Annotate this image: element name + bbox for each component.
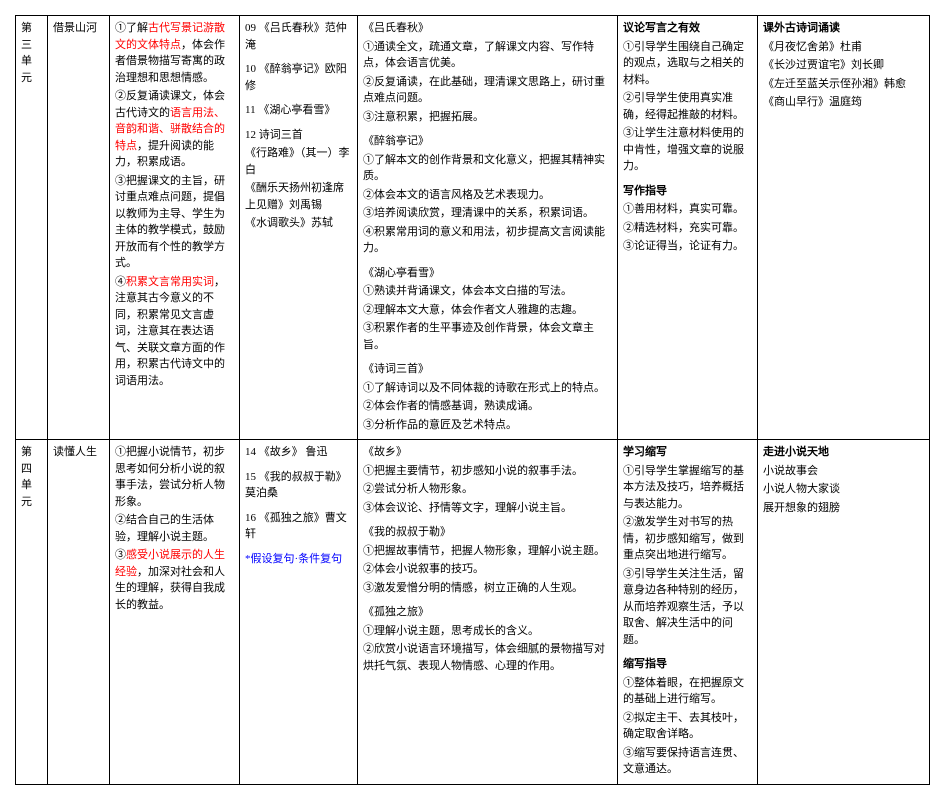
text-item: 15 《我的叔叔于勒》莫泊桑 — [245, 469, 352, 502]
ext-item: 《月夜忆舍弟》杜甫 — [763, 39, 924, 56]
text-item: 16 《孤独之旅》曹文轩 — [245, 510, 352, 543]
obj-text: ，注意其古今意义的不同，积累常见文言虚词，注意其在表达语气、关联文章方面的作用，… — [115, 276, 225, 387]
focus-item: ①了解诗词以及不同体裁的诗歌在形式上的特点。 — [363, 380, 612, 397]
focus-item: ④积累常用词的意义和用法，初步提高文言阅读能力。 — [363, 224, 612, 257]
focus-item: ②欣赏小说语言环境描写，体会细腻的景物描写对烘托气氛、表现人物情感、心理的作用。 — [363, 641, 612, 674]
obj-text: ③把握课文的主旨，研讨重点难点问题，提倡以教师为主导、学生为主体的教学模式，鼓励… — [115, 173, 234, 272]
focus-title: 《我的叔叔于勒》 — [363, 524, 612, 541]
focus-cell: 《吕氏春秋》 ①通读全文，疏通文章，了解课文内容、写作特点，体会语言优美。 ②反… — [358, 16, 618, 440]
writing-cell: 学习缩写 ①引导学生掌握缩写的基本方法及技巧，培养概括与表达能力。 ②激发学生对… — [618, 440, 758, 785]
focus-item: ③积累作者的生平事迹及创作背景，体会文章主旨。 — [363, 320, 612, 353]
focus-title: 《湖心亭看雪》 — [363, 265, 612, 282]
writing-item: ②拟定主干、去其枝叶，确定取舍详略。 — [623, 710, 752, 743]
focus-item: ①了解本文的创作背景和文化意义，把握其精神实质。 — [363, 152, 612, 185]
obj-text: ④ — [115, 276, 126, 288]
ext-item: 小说人物大家谈 — [763, 481, 924, 498]
writing-item: ②精选材料，充实可靠。 — [623, 220, 752, 237]
focus-title: 《醉翁亭记》 — [363, 133, 612, 150]
text-item: 12 诗词三首 — [245, 127, 352, 144]
obj-text: ①了解 — [115, 22, 148, 34]
texts-cell: 14 《故乡》 鲁迅 15 《我的叔叔于勒》莫泊桑 16 《孤独之旅》曹文轩 *… — [240, 440, 358, 785]
unit-cell: 第三 单元 — [16, 16, 48, 440]
writing-item: ③论证得当，论证有力。 — [623, 238, 752, 255]
ext-cell: 走进小说天地 小说故事会 小说人物大家谈 展开想象的翅膀 — [758, 440, 930, 785]
obj-text-highlight: 积累文言常用实词 — [126, 276, 214, 288]
text-item: 09 《吕氏春秋》范仲淹 — [245, 20, 352, 53]
focus-item: ②理解本文大意，体会作者文人雅趣的志趣。 — [363, 302, 612, 319]
writing-item: ②激发学生对书写的热情，初步感知缩写，做到重点突出地进行缩写。 — [623, 514, 752, 564]
focus-item: ③激发爱憎分明的情感，树立正确的人生观。 — [363, 580, 612, 597]
writing-item: ③让学生注意材料使用的中肯性，增强文章的说服力。 — [623, 125, 752, 175]
focus-item: ①把握主要情节，初步感知小说的叙事手法。 — [363, 463, 612, 480]
unit-line: 单元 — [21, 479, 32, 508]
text-item-blue: *假设复句·条件复句 — [245, 551, 352, 568]
text-item: 11 《湖心亭看雪》 — [245, 102, 352, 119]
writing-item: ①整体着眼，在把握原文的基础上进行缩写。 — [623, 675, 752, 708]
ext-item: 《长沙过贾谊宅》刘长卿 — [763, 57, 924, 74]
writing-cell: 议论写言之有效 ①引导学生围绕自己确定的观点，选取与之相关的材料。 ②引导学生使… — [618, 16, 758, 440]
unit-cell: 第四 单元 — [16, 440, 48, 785]
focus-item: ①熟读并背诵课文，体会本文白描的写法。 — [363, 283, 612, 300]
ext-item: 展开想象的翅膀 — [763, 500, 924, 517]
focus-item: ③分析作品的意匠及艺术特点。 — [363, 417, 612, 434]
focus-item: ①把握故事情节，把握人物形象，理解小说主题。 — [363, 543, 612, 560]
writing-item: ①引导学生围绕自己确定的观点，选取与之相关的材料。 — [623, 39, 752, 89]
focus-item: ②体会本文的语言风格及艺术表现力。 — [363, 187, 612, 204]
unit-line: 第三 — [21, 22, 32, 51]
writing-title: 学习缩写 — [623, 446, 667, 458]
ext-item: 《左迁至蓝关示侄孙湘》韩愈 — [763, 76, 924, 93]
writing-title: 写作指导 — [623, 185, 667, 197]
unit-line: 第四 — [21, 446, 32, 475]
obj-text: ③ — [115, 549, 126, 561]
focus-cell: 《故乡》 ①把握主要情节，初步感知小说的叙事手法。 ②尝试分析人物形象。 ③体会… — [358, 440, 618, 785]
focus-item: ②体会小说叙事的技巧。 — [363, 561, 612, 578]
writing-item: ①引导学生掌握缩写的基本方法及技巧，培养概括与表达能力。 — [623, 463, 752, 513]
toc-cell: 借景山河 — [48, 16, 110, 440]
unit-line: 单元 — [21, 55, 32, 84]
table-row: 第三 单元 借景山河 ①了解古代写景记游散文的文体特点，体会作者借景物描写寄寓的… — [16, 16, 930, 440]
ext-title: 课外古诗词诵读 — [763, 22, 840, 34]
text-item: 《行路难》（其一）李白 — [245, 145, 352, 178]
ext-title: 走进小说天地 — [763, 446, 829, 458]
text-item: 《酬乐天扬州初逢席上见赠》刘禹锡 — [245, 180, 352, 213]
focus-item: ②尝试分析人物形象。 — [363, 481, 612, 498]
focus-item: ①理解小说主题，思考成长的含义。 — [363, 623, 612, 640]
focus-title: 《吕氏春秋》 — [363, 20, 612, 37]
objectives-cell: ①把握小说情节，初步思考如何分析小说的叙事手法，尝试分析人物形象。 ②结合自己的… — [110, 440, 240, 785]
focus-title: 《故乡》 — [363, 444, 612, 461]
obj-text: ①把握小说情节，初步思考如何分析小说的叙事手法，尝试分析人物形象。 — [115, 444, 234, 510]
texts-cell: 09 《吕氏春秋》范仲淹 10 《醉翁亭记》欧阳修 11 《湖心亭看雪》 12 … — [240, 16, 358, 440]
ext-item: 《商山早行》温庭筠 — [763, 94, 924, 111]
focus-item: ③体会议论、抒情等文字，理解小说主旨。 — [363, 500, 612, 517]
writing-item: ①善用材料，真实可靠。 — [623, 201, 752, 218]
writing-title: 议论写言之有效 — [623, 22, 700, 34]
writing-item: ②引导学生使用真实准确，经得起推敲的材料。 — [623, 90, 752, 123]
focus-item: ③注意积累，把握拓展。 — [363, 109, 612, 126]
ext-cell: 课外古诗词诵读 《月夜忆舍弟》杜甫 《长沙过贾谊宅》刘长卿 《左迁至蓝关示侄孙湘… — [758, 16, 930, 440]
focus-item: ②体会作者的情感基调，熟读成诵。 — [363, 398, 612, 415]
focus-item: ②反复诵读，在此基础，理清课文思路上，研讨重点难点问题。 — [363, 74, 612, 107]
table-row: 第四 单元 读懂人生 ①把握小说情节，初步思考如何分析小说的叙事手法，尝试分析人… — [16, 440, 930, 785]
writing-title: 缩写指导 — [623, 658, 667, 670]
text-item: 《水调歌头》苏轼 — [245, 215, 352, 232]
writing-item: ③缩写要保持语言连贯、文意通达。 — [623, 745, 752, 778]
curriculum-table: 第三 单元 借景山河 ①了解古代写景记游散文的文体特点，体会作者借景物描写寄寓的… — [15, 15, 930, 785]
writing-item: ③引导学生关注生活，留意身边各种特别的经历，从而培养观察生活，予以取舍、解决生活… — [623, 566, 752, 649]
focus-item: ③培养阅读欣赏，理清课中的关系，积累词语。 — [363, 205, 612, 222]
ext-item: 小说故事会 — [763, 463, 924, 480]
focus-item: ①通读全文，疏通文章，了解课文内容、写作特点，体会语言优美。 — [363, 39, 612, 72]
focus-title: 《孤独之旅》 — [363, 604, 612, 621]
focus-title: 《诗词三首》 — [363, 361, 612, 378]
toc-cell: 读懂人生 — [48, 440, 110, 785]
objectives-cell: ①了解古代写景记游散文的文体特点，体会作者借景物描写寄寓的政治理想和思想情感。 … — [110, 16, 240, 440]
text-item: 14 《故乡》 鲁迅 — [245, 444, 352, 461]
text-item: 10 《醉翁亭记》欧阳修 — [245, 61, 352, 94]
obj-text: ②结合自己的生活体验，理解小说主题。 — [115, 512, 234, 545]
